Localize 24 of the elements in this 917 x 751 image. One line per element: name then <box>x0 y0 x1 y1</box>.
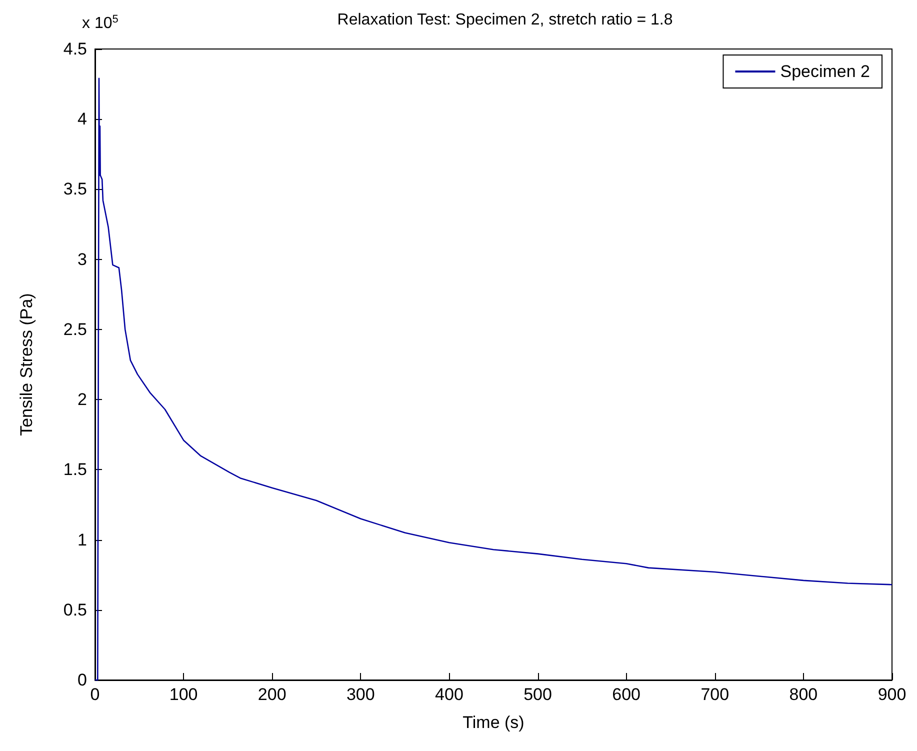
legend-label: Specimen 2 <box>780 62 870 81</box>
y-tick-label: 0 <box>78 670 87 690</box>
x-tick-label: 400 <box>435 685 464 704</box>
x-tick-label: 300 <box>346 685 375 704</box>
x-tick-label: 500 <box>524 685 552 704</box>
x-tick-label: 700 <box>700 685 730 704</box>
y-tick-label: 1 <box>78 530 87 550</box>
y-tick-label: 4.5 <box>63 40 87 58</box>
x-tick-label: 200 <box>258 685 286 704</box>
y-tick-label: 2.5 <box>63 320 87 339</box>
y-tick-label: 3.5 <box>63 180 87 199</box>
x-tick-label: 600 <box>612 685 641 704</box>
y-tick-label: 1.5 <box>63 460 87 480</box>
y-tick-label: 3 <box>78 250 87 269</box>
x-tick-label: 900 <box>878 685 906 704</box>
chart-title: Relaxation Test: Specimen 2, stretch ratio = 1.8 <box>337 12 673 28</box>
y-tick-label: 4 <box>78 110 87 129</box>
y-axis-title: Tensile Stress (Pa) <box>17 293 36 436</box>
y-tick-label: 2 <box>78 390 87 410</box>
x-tick-label: 0 <box>90 685 100 704</box>
x-axis-title: Time (s) <box>462 713 524 732</box>
x-tick-label: 800 <box>789 685 818 704</box>
x-tick-label: 100 <box>169 685 198 704</box>
y-tick-label: 0.5 <box>63 600 87 620</box>
